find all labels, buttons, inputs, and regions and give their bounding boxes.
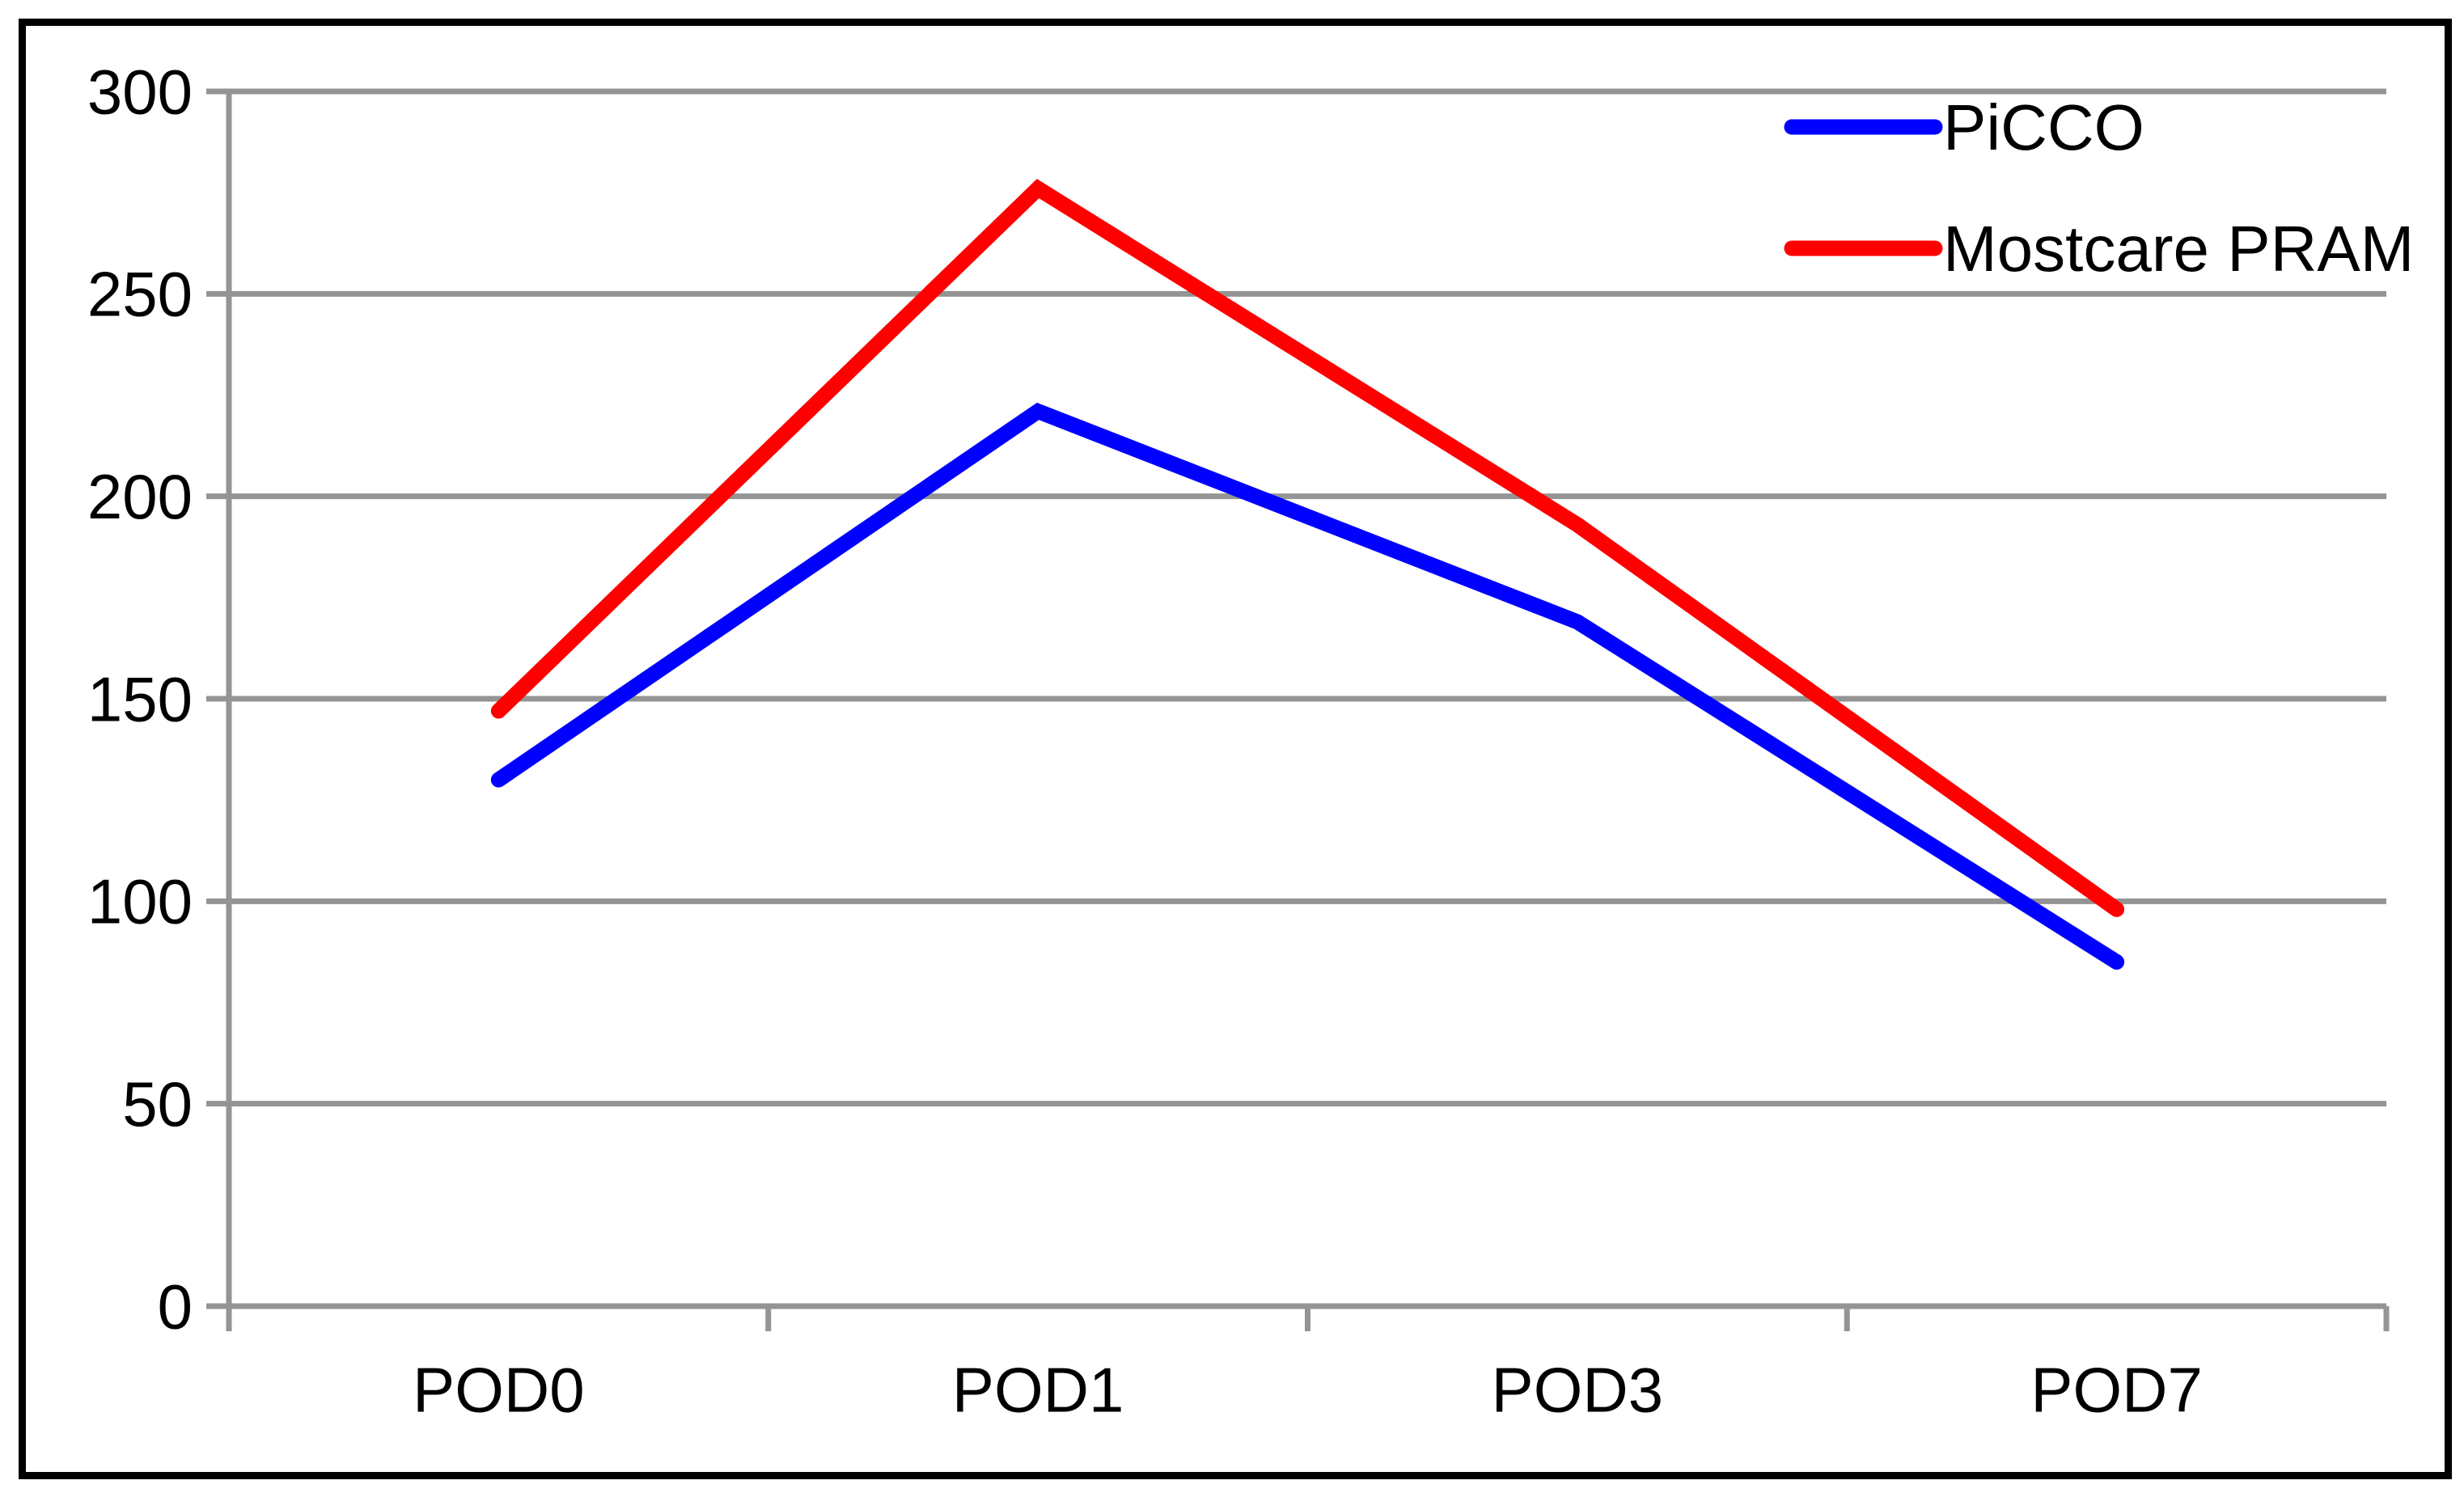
y-axis-label-150: 150 <box>87 663 193 734</box>
figure-border <box>19 19 2452 1479</box>
legend: PiCCO Mostcare PRAM <box>1784 91 2414 285</box>
x-axis-label-POD3: POD3 <box>1492 1354 1663 1425</box>
y-axis-label-0: 0 <box>158 1271 193 1342</box>
x-axis-label-POD1: POD1 <box>952 1354 1124 1425</box>
y-axis-label-100: 100 <box>87 866 193 937</box>
series-line-mostcare-pram <box>490 179 2125 917</box>
series-line-picco <box>490 402 2125 970</box>
y-axis-label-300: 300 <box>87 56 193 127</box>
x-axis-label-POD0: POD0 <box>413 1354 584 1425</box>
y-axis-label-250: 250 <box>87 259 193 330</box>
y-axis-label-200: 200 <box>87 461 193 532</box>
legend-label-picco: PiCCO <box>1943 91 2144 163</box>
x-axis-label-POD7: POD7 <box>2030 1354 2202 1425</box>
plot-area: 300 250 200 150 100 50 0 POD0 POD1 POD3 POD7 <box>87 56 2390 1425</box>
legend-label-mostcare-pram: Mostcare PRAM <box>1943 213 2414 285</box>
y-axis-label-50: 50 <box>122 1068 193 1140</box>
